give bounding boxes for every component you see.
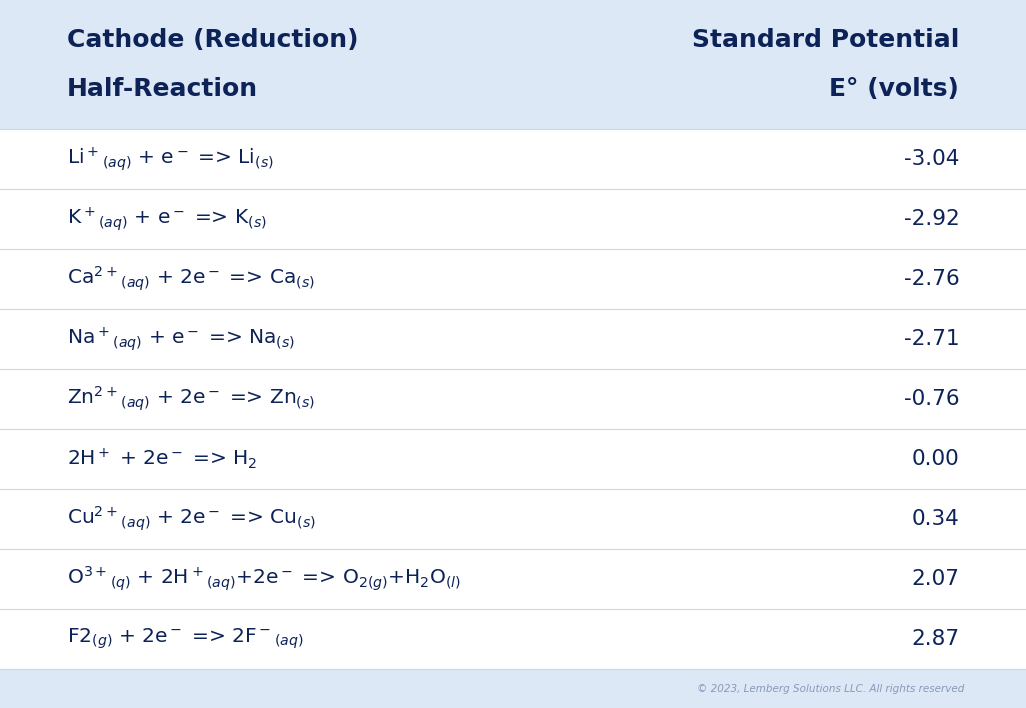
Bar (0, 249, 1026, 309)
Text: -0.76: -0.76 (904, 389, 959, 409)
Text: Cu$^{2+}$$_{(aq)}$ + 2e$^-$ => Cu$_{(s)}$: Cu$^{2+}$$_{(aq)}$ + 2e$^-$ => Cu$_{(s)}… (67, 505, 315, 533)
Text: K$^+$$_{(aq)}$ + e$^-$ => K$_{(s)}$: K$^+$$_{(aq)}$ + e$^-$ => K$_{(s)}$ (67, 205, 267, 233)
Text: © 2023, Lemberg Solutions LLC. All rights reserved: © 2023, Lemberg Solutions LLC. All right… (697, 683, 964, 694)
Text: -2.71: -2.71 (904, 329, 959, 349)
Bar (0, 549, 1026, 609)
Text: 2H$^+$ + 2e$^-$ => H$_2$: 2H$^+$ + 2e$^-$ => H$_2$ (67, 447, 256, 472)
Text: 0.34: 0.34 (911, 509, 959, 529)
Bar (0, 309, 1026, 369)
Bar (0, 129, 1026, 189)
Text: -2.92: -2.92 (904, 209, 959, 229)
Text: O$^{3+}$$_{(q)}$ + 2H$^+$$_{(aq)}$+2e$^-$ => O$_{2(g)}$+H$_2$O$_{(l)}$: O$^{3+}$$_{(q)}$ + 2H$^+$$_{(aq)}$+2e$^-… (67, 565, 461, 593)
Text: Half-Reaction: Half-Reaction (67, 77, 258, 101)
Bar (0, 369, 1026, 429)
Text: -3.04: -3.04 (904, 149, 959, 169)
Text: E° (volts): E° (volts) (829, 77, 959, 101)
Text: Li$^+$$_{(aq)}$ + e$^-$ => Li$_{(s)}$: Li$^+$$_{(aq)}$ + e$^-$ => Li$_{(s)}$ (67, 145, 274, 173)
Text: Standard Potential: Standard Potential (692, 28, 959, 52)
Bar (0, 669, 1026, 708)
Text: 2.07: 2.07 (911, 569, 959, 589)
Bar (0, 0, 1026, 129)
Bar (0, 429, 1026, 489)
Text: 0.00: 0.00 (911, 449, 959, 469)
Text: F2$_{(g)}$ + 2e$^-$ => 2F$^-$$_{(aq)}$: F2$_{(g)}$ + 2e$^-$ => 2F$^-$$_{(aq)}$ (67, 627, 303, 651)
Text: Cathode (Reduction): Cathode (Reduction) (67, 28, 358, 52)
Text: Ca$^{2+}$$_{(aq)}$ + 2e$^-$ => Ca$_{(s)}$: Ca$^{2+}$$_{(aq)}$ + 2e$^-$ => Ca$_{(s)}… (67, 265, 315, 293)
Bar (0, 489, 1026, 549)
Text: 2.87: 2.87 (911, 629, 959, 649)
Text: Zn$^{2+}$$_{(aq)}$ + 2e$^-$ => Zn$_{(s)}$: Zn$^{2+}$$_{(aq)}$ + 2e$^-$ => Zn$_{(s)}… (67, 384, 315, 413)
Bar (0, 189, 1026, 249)
Text: Na$^+$$_{(aq)}$ + e$^-$ => Na$_{(s)}$: Na$^+$$_{(aq)}$ + e$^-$ => Na$_{(s)}$ (67, 325, 294, 353)
Text: -2.76: -2.76 (904, 269, 959, 289)
Bar (0, 609, 1026, 669)
